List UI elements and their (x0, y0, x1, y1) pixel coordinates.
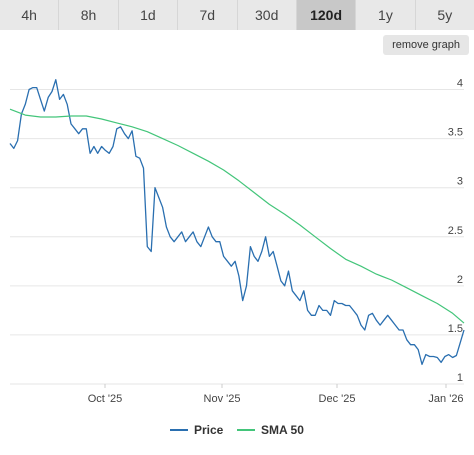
legend-item-price[interactable]: Price (170, 421, 223, 439)
price-chart: 1 1.5 2 2.5 3 3.5 4 Oct '25 Nov '25 Dec '25 Jan '2… (9, 78, 465, 405)
remove-graph-button[interactable]: remove graph (383, 35, 469, 55)
x-tick-label: Oct '25 (88, 393, 123, 405)
y-tick-label: 4 (457, 78, 463, 90)
time-range-tabs: 4h 8h 1d 7d 30d 120d 1y 5y (0, 0, 474, 30)
tab-8h[interactable]: 8h (59, 0, 119, 30)
chart-legend: Price SMA 50 (0, 421, 474, 439)
legend-swatch-sma (237, 429, 255, 431)
y-tick-label: 1 (457, 372, 463, 384)
legend-item-sma[interactable]: SMA 50 (237, 421, 304, 439)
legend-label-sma: SMA 50 (261, 423, 304, 437)
tab-1d[interactable]: 1d (118, 0, 179, 30)
y-tick-label: 2.5 (448, 225, 463, 237)
y-tick-label: 3.5 (448, 127, 463, 139)
x-tick-label: Dec '25 (319, 393, 356, 405)
x-tick-label: Nov '25 (204, 393, 241, 405)
price-line (9, 79, 465, 366)
x-tick-label: Jan '26 (428, 393, 463, 405)
tab-30d[interactable]: 30d (237, 0, 297, 30)
sma-50-line (9, 108, 465, 324)
tab-5y[interactable]: 5y (415, 0, 474, 30)
y-tick-label: 1.5 (448, 323, 463, 335)
tab-1y[interactable]: 1y (356, 0, 416, 30)
legend-swatch-price (170, 429, 188, 431)
y-tick-label: 3 (457, 176, 463, 188)
tab-4h[interactable]: 4h (0, 0, 60, 30)
y-tick-label: 2 (457, 274, 463, 286)
tab-7d[interactable]: 7d (178, 0, 238, 30)
tab-120d[interactable]: 120d (296, 0, 357, 30)
legend-label-price: Price (194, 423, 224, 437)
